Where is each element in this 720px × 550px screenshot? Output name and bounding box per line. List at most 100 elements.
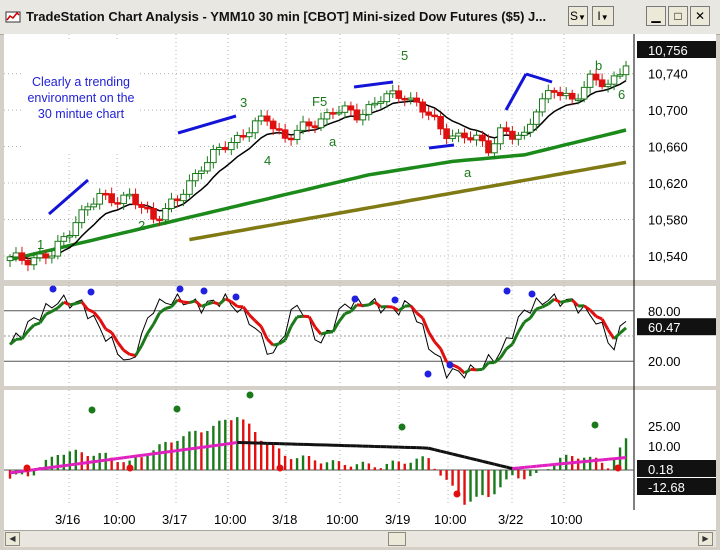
candle-body [491,143,498,154]
candle-body [455,132,462,137]
s-button[interactable]: S▼ [568,6,588,26]
stoch-d-segment [457,366,466,375]
macd-signal-segment [39,466,47,471]
macd-value-label: 0.18 [648,462,673,477]
macd-signal-segment [45,465,53,470]
candle-body [96,192,104,205]
trendline [177,114,237,135]
stoch-d-segment [613,331,622,340]
stoch-d-segment [63,300,71,307]
candle-body [239,135,247,138]
macd-signal-segment [613,456,621,461]
candle-body [174,198,181,202]
stoch-d-segment [20,330,30,340]
stoch-d-segment [254,319,263,328]
candle-body [544,90,552,100]
macd-value-box [637,460,716,477]
candle-body [168,198,175,209]
macd-scale-label: 10.00 [648,439,681,454]
stoch-d-segment [51,306,59,313]
macd-signal-segment [225,441,232,446]
price-scale-label: 10,620 [648,176,688,191]
stoch-d-segment [272,342,280,347]
i-button[interactable]: I▼ [592,6,614,26]
stoch-d-segment [547,297,556,306]
stoch-d-segment [104,327,113,334]
scroll-left-arrow[interactable]: ◀ [5,532,20,546]
x-axis-label: 3/17 [162,512,187,527]
macd-signal-segment [135,453,142,458]
stoch-d-segment [212,300,220,306]
stoch-d-segment [9,338,17,346]
stoch-d-segment [134,344,143,357]
candle-body [180,193,187,202]
stoch-d-segment [559,299,567,304]
candle-body [251,120,259,134]
macd-signal-segment [153,451,160,456]
price-scale-label: 10,580 [648,213,688,228]
macd-dot [398,423,406,431]
stoch-d-segment [140,332,149,347]
candle-body [138,204,145,208]
macd-signal-segment [33,467,41,472]
chart-area[interactable]: 3/16 10:00 3/17 10:00 3/18 10:00 3/19 10:00 3/22… [4,34,716,530]
candle-body [425,111,432,116]
stoch-d-segment [535,305,543,311]
stoch-d-segment [619,326,628,335]
scroll-thumb[interactable] [388,532,406,546]
macd-signal-segment [63,463,71,468]
macd-signal-segment [434,448,441,453]
stoch-d-segment [165,305,172,310]
macd-signal-segment [512,466,519,471]
stoch-scale-label: 80.00 [648,304,681,319]
candle-body [533,111,540,125]
stoch-d-segment [45,310,53,316]
stoch-dot [176,285,184,293]
stoch-d-segment [606,328,616,340]
stoch-d-segment [433,340,442,350]
stoch-d-segment [266,337,275,347]
moving-average-slow [189,160,627,242]
macd-signal-segment [231,440,238,445]
macd-signal-segment [446,451,453,456]
wave-label: 6 [618,87,625,102]
macd-signal-segment [584,459,591,464]
stoch-d-segment [386,305,393,309]
macd-signal-segment [619,456,627,460]
candle-body [419,101,426,113]
scroll-right-arrow[interactable]: ▶ [698,532,713,546]
macd-signal-segment [123,455,130,460]
stoch-d-segment [189,299,196,305]
stoch-dot [49,285,57,293]
candle-body [222,147,229,151]
stoch-d-segment [589,309,598,318]
candle-body [311,125,319,129]
stoch-d-segment [283,325,293,341]
candle-body [287,137,295,141]
window-title: TradeStation Chart Analysis - YMM10 30 m… [26,9,547,24]
stoch-k-line [9,292,627,380]
minimize-button[interactable]: ▁ [646,6,666,26]
stoch-d-segment [230,300,239,308]
trendline [525,72,553,84]
stoch-d-segment [529,308,538,319]
horizontal-scrollbar[interactable]: ◀ ▶ [4,530,716,547]
candle-body [12,252,20,258]
macd-signal-segment [572,460,579,465]
macd-signal-segment [524,465,531,469]
macd-signal-segment [147,452,154,457]
close-button[interactable]: ✕ [690,6,710,26]
maximize-button[interactable]: □ [668,6,688,26]
macd-signal-segment [213,443,220,448]
macd-signal-segment [201,445,208,449]
candle-body [574,98,582,101]
trendline [48,178,89,216]
stoch-d-segment [170,298,179,308]
stoch-d-segment [313,326,323,336]
macd-dot [591,421,599,429]
macd-signal-segment [494,462,501,468]
candle-body [233,135,241,144]
pane-divider [4,280,716,286]
macd-signal-segment [195,445,202,450]
